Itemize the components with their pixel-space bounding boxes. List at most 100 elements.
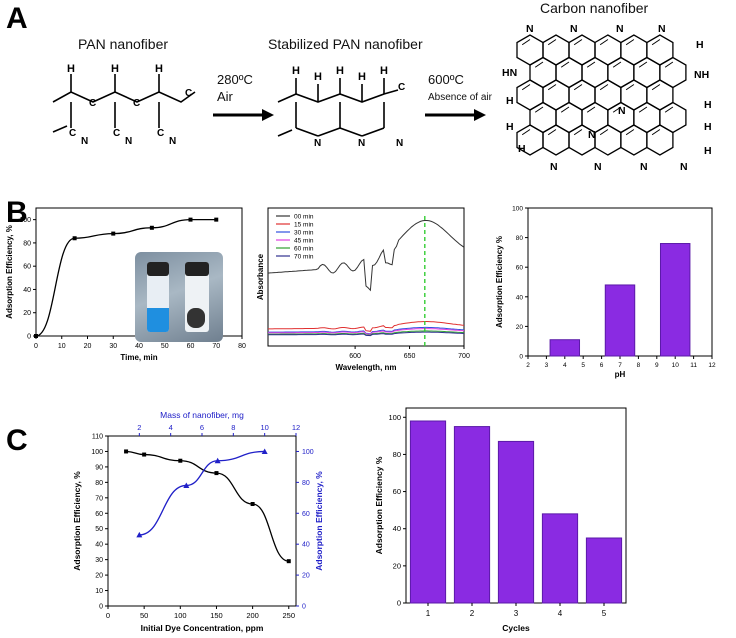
carbon-double-bond	[560, 61, 570, 68]
b3-x-tick-label: 3	[545, 362, 549, 369]
c1-data-point	[286, 559, 291, 564]
b3-y-tick-label: 40	[516, 294, 524, 301]
c1-top-x-tick-label: 10	[260, 423, 268, 432]
c1-data-point	[136, 531, 143, 538]
atom-c-4: C	[69, 128, 76, 139]
c1-right-y-axis-label: Adsorption Efficiency, %	[314, 471, 324, 571]
c1-y-axis-label: Adsorption Efficiency, %	[72, 471, 82, 571]
b1-x-tick-label: 10	[58, 343, 66, 350]
carbon-double-bond	[547, 39, 557, 46]
carbon-hexagon	[646, 124, 674, 156]
chart-time-efficiency: 0 10 20 30 40 50 60 70 80 0 20 40 60 80 100 Time, min Ad…	[5, 207, 246, 362]
b2-plot-frame	[267, 207, 465, 347]
b2-legend-label: 00 min	[294, 214, 314, 221]
c1-data-point	[178, 458, 183, 463]
c1-top-x-tick-label: 6	[200, 423, 204, 432]
c1-y-tick-label: 30	[95, 557, 103, 564]
c1-data-point	[214, 457, 221, 464]
b3-x-tick-label: 7	[618, 362, 622, 369]
atom-n-3: N	[169, 136, 176, 147]
c2-bar	[497, 440, 535, 604]
b1-x-tick-label: 70	[212, 343, 220, 350]
step2-cond: Absence of air	[428, 92, 492, 103]
carbon-atom-label: N	[570, 23, 578, 35]
b2-x-axis-label: Wavelength, nm	[335, 363, 396, 372]
panel-label-c: C	[6, 424, 28, 457]
b3-x-tick-label: 6	[600, 362, 604, 369]
panel-label-b: B	[6, 196, 28, 229]
c1-top-x-tick-label: 2	[137, 423, 141, 432]
b3-x-tick-label: 12	[708, 362, 716, 369]
b1-y-tick-label: 60	[23, 264, 31, 271]
stab-atom-h-2: H	[314, 71, 322, 83]
carbon-double-bond	[534, 106, 544, 113]
carbon-hexagon	[594, 124, 622, 156]
atom-n-2: N	[125, 136, 132, 147]
arrow-step1	[213, 109, 274, 121]
atom-c-3: C	[185, 88, 192, 99]
b3-bar	[659, 243, 691, 357]
carbon-double-bond	[651, 39, 661, 46]
carbon-atom-label: N	[588, 129, 596, 141]
atom-h-2: H	[111, 63, 119, 75]
vial-blue	[147, 262, 169, 332]
chart-absorbance: 600 650 700 Wavelength, nm Absorbance 00 min1…	[256, 207, 470, 372]
carbon-double-bond	[573, 129, 583, 136]
c1-x-tick-label: 200	[246, 611, 259, 620]
c1-right-y-tick-label: 20	[302, 573, 310, 580]
stab-atom-c-1: C	[398, 82, 405, 93]
carbon-atom-label: H	[704, 99, 712, 111]
b1-x-tick-label: 80	[238, 343, 246, 350]
b2-legend-label: 45 min	[294, 238, 314, 245]
b1-y-tick-label: 80	[23, 240, 31, 247]
c2-bar	[585, 537, 623, 604]
b3-x-tick-label: 2	[526, 362, 530, 369]
c1-series-line	[139, 450, 265, 536]
stab-atom-h-4: H	[358, 71, 366, 83]
carbon-double-bond	[521, 129, 531, 136]
carbon-atom-label: N	[640, 161, 648, 173]
c2-bar	[541, 513, 579, 604]
b2-series-line	[268, 321, 465, 332]
carbon-double-bond	[521, 39, 531, 46]
c1-y-tick-label: 80	[95, 480, 103, 487]
c1-x-tick-label: 100	[174, 611, 187, 620]
c2-bar	[409, 420, 447, 604]
c1-x-tick-label: 150	[210, 611, 223, 620]
carbon-double-bond	[547, 129, 557, 136]
carbon-title: Carbon nanofiber	[540, 0, 649, 16]
carbon-double-bond	[625, 84, 635, 91]
b1-x-tick-label: 0	[34, 343, 38, 350]
arrow-step2	[425, 109, 486, 121]
b3-x-axis-label: pH	[615, 370, 626, 379]
carbon-double-bond	[625, 39, 635, 46]
b3-x-tick-label: 10	[672, 362, 680, 369]
b2-x-tick-label: 700	[458, 353, 470, 360]
c1-y-tick-label: 90	[95, 464, 103, 471]
c1-y-tick-label: 10	[95, 588, 103, 595]
c1-series-line	[126, 450, 289, 562]
b3-x-tick-label: 8	[637, 362, 641, 369]
carbon-double-bond	[638, 106, 648, 113]
c2-bar	[453, 426, 491, 604]
c1-y-tick-label: 50	[95, 526, 103, 533]
carbon-double-bond	[638, 61, 648, 68]
c1-plot-frame	[107, 435, 297, 607]
atom-c-1: C	[89, 98, 96, 109]
atom-c-6: C	[157, 128, 164, 139]
stab-atom-h-1: H	[292, 65, 300, 77]
vial-clear	[185, 262, 209, 332]
stab-atom-n-1: N	[314, 138, 321, 149]
carbon-double-bond	[612, 61, 622, 68]
stab-atom-n-3: N	[396, 138, 403, 149]
vial-photo	[135, 252, 223, 342]
stabilized-structure: H H H H H C N N N	[277, 65, 405, 149]
c2-y-tick-label: 40	[393, 524, 401, 533]
c2-x-tick-label: 2	[470, 609, 475, 618]
carbon-atom-label: H	[506, 95, 514, 107]
carbon-atom-label: N	[618, 105, 626, 117]
b1-y-tick-label: 0	[27, 334, 31, 341]
carbon-double-bond	[599, 39, 609, 46]
carbon-atom-label: H	[704, 121, 712, 133]
